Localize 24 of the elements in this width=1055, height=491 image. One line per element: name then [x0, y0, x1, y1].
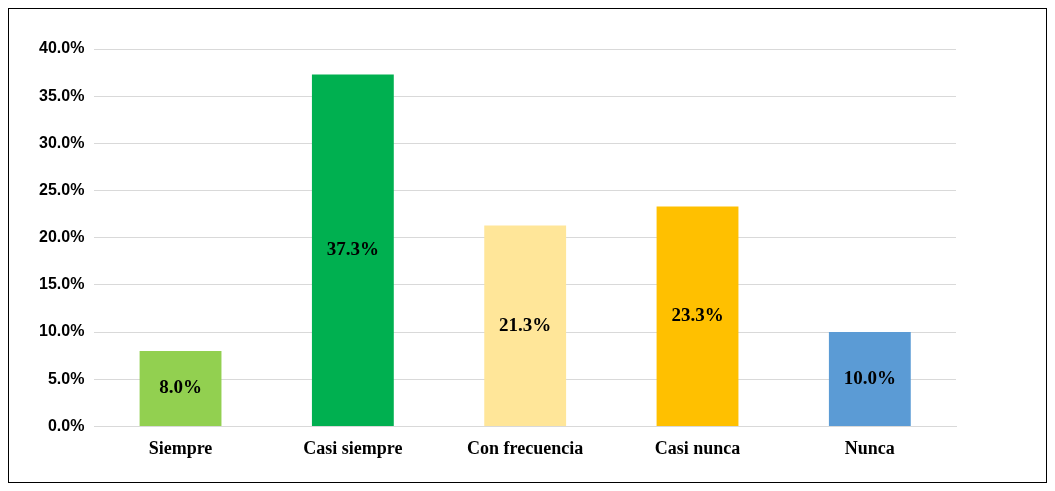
data-label: 10.0%: [843, 366, 896, 388]
data-label: 37.3%: [326, 238, 379, 260]
bar: [139, 350, 222, 426]
x-tick-label: Casi siempre: [303, 437, 403, 458]
data-label: 23.3%: [671, 304, 724, 326]
data-label: 8.0%: [159, 376, 202, 398]
x-tick-label: Con frecuencia: [467, 437, 584, 458]
bar: [828, 332, 911, 426]
bar: [656, 206, 739, 426]
x-tick-label: Casi nunca: [654, 437, 741, 458]
bar: [311, 74, 394, 426]
bar: [484, 225, 567, 426]
y-tick-label: 15.0%: [38, 275, 85, 293]
y-tick-label: 30.0%: [38, 133, 85, 151]
data-label: 21.3%: [499, 313, 552, 335]
y-tick-label: 20.0%: [38, 228, 85, 246]
y-tick-label: 10.0%: [38, 322, 85, 340]
x-tick-label: Nunca: [844, 437, 895, 458]
y-tick-label: 0.0%: [47, 416, 85, 434]
y-tick-label: 5.0%: [47, 369, 85, 387]
x-tick-label: Siempre: [148, 437, 213, 458]
y-tick-label: 25.0%: [38, 180, 85, 198]
y-tick-label: 40.0%: [38, 39, 85, 57]
y-tick-label: 35.0%: [38, 86, 85, 104]
